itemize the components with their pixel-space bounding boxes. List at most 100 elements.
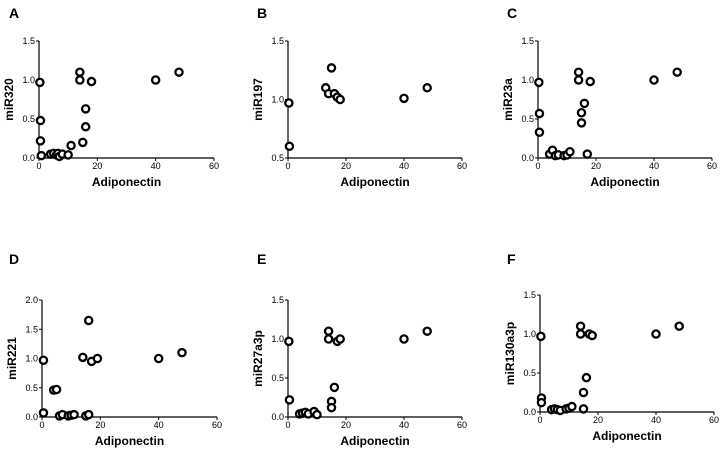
data-point <box>536 331 546 342</box>
x-tick-label: 0 <box>285 420 290 430</box>
data-point <box>66 140 76 151</box>
data-point <box>399 334 409 344</box>
data-point <box>284 336 294 347</box>
x-axis-title: Adiponectin <box>592 429 661 443</box>
data-point <box>83 409 94 420</box>
y-tick-label: 1.0 <box>523 329 536 339</box>
panel-b: B 0.5 1.0 1.5 0 20 40 60 Adiponectin miR197 <box>251 5 467 189</box>
x-axis-title: Adiponectin <box>95 434 164 448</box>
data-point <box>578 387 589 398</box>
panel-letter: A <box>9 5 19 21</box>
y-axis-title: miR23a <box>501 78 515 121</box>
data-point <box>326 402 337 413</box>
y-tick-label: 1.0 <box>271 95 284 105</box>
data-point <box>174 67 184 77</box>
x-tick-label: 20 <box>341 420 351 430</box>
x-tick-label: 40 <box>399 420 409 430</box>
data-point <box>649 75 659 85</box>
data-point <box>35 115 46 126</box>
y-axis-title: miR221 <box>5 337 19 380</box>
panel-d: D 0.0 0.5 1.0 1.5 2.0 0 20 40 60 Adiponectin miR221 <box>5 251 222 448</box>
data-point <box>38 355 49 366</box>
data-point <box>63 150 73 160</box>
data-point <box>284 98 294 108</box>
panel-letter: B <box>257 5 267 21</box>
y-tick-label: 0.0 <box>22 153 35 163</box>
data-point <box>335 334 345 344</box>
data-point <box>150 75 161 85</box>
data-point <box>536 397 547 408</box>
data-point <box>80 104 91 114</box>
x-tick-label: 0 <box>36 161 41 171</box>
y-axis-title: miR27a3p <box>251 330 265 387</box>
y-tick-label: 1.5 <box>271 295 284 305</box>
data-point <box>576 118 587 128</box>
y-tick-label: 1.0 <box>271 334 284 344</box>
data-point <box>575 321 586 331</box>
x-tick-label: 20 <box>591 161 601 171</box>
data-point <box>422 83 432 93</box>
data-point <box>573 67 584 77</box>
panel-letter: C <box>507 5 517 21</box>
panel-c: C 0.0 0.5 1.0 1.5 0 20 40 60 Adiponectin miR23a <box>501 5 717 189</box>
x-tick-label: 40 <box>649 161 659 171</box>
data-point <box>86 76 97 87</box>
panel-letter: F <box>507 251 516 267</box>
x-tick-label: 60 <box>212 420 222 430</box>
x-tick-label: 60 <box>457 161 467 171</box>
y-tick-label: 0.5 <box>22 114 35 124</box>
x-axis-title: Adiponectin <box>590 175 659 189</box>
y-tick-label: 0.5 <box>523 368 536 378</box>
y-tick-label: 1.5 <box>523 290 536 300</box>
data-point <box>329 382 340 393</box>
x-tick-label: 0 <box>285 161 290 171</box>
data-point <box>587 330 597 341</box>
x-axis-title: Adiponectin <box>340 434 409 448</box>
x-tick-label: 20 <box>593 415 603 425</box>
x-tick-label: 40 <box>651 415 661 425</box>
x-tick-label: 0 <box>39 420 44 430</box>
y-tick-label: 1.0 <box>25 354 38 364</box>
data-point <box>567 401 577 412</box>
data-point <box>284 141 295 152</box>
data-point <box>565 147 575 157</box>
y-tick-label: 1.5 <box>271 36 284 46</box>
data-point <box>534 77 544 88</box>
data-point <box>534 127 545 138</box>
y-tick-label: 1.5 <box>25 324 38 334</box>
data-point <box>153 353 164 364</box>
data-point <box>35 77 45 88</box>
data-point <box>585 76 595 87</box>
data-point <box>575 329 586 339</box>
data-point <box>651 329 661 339</box>
data-point <box>83 315 94 326</box>
x-tick-label: 40 <box>154 420 164 430</box>
data-point <box>534 108 545 119</box>
x-tick-label: 60 <box>209 161 219 171</box>
data-point <box>78 137 88 148</box>
x-tick-label: 20 <box>95 420 105 430</box>
x-tick-label: 40 <box>399 161 409 171</box>
data-point <box>422 326 432 336</box>
x-tick-label: 0 <box>535 161 540 171</box>
x-tick-label: 40 <box>151 161 161 171</box>
data-point <box>51 384 62 395</box>
data-point <box>573 75 584 85</box>
y-tick-label: 1.0 <box>521 75 534 85</box>
panel-letter: E <box>257 251 266 267</box>
x-tick-label: 60 <box>707 161 717 171</box>
data-point <box>576 108 587 118</box>
data-point <box>69 409 79 420</box>
y-tick-label: 1.0 <box>22 75 35 85</box>
data-point <box>323 334 334 344</box>
panel-e: E 0.0 0.5 1.0 1.5 0 20 40 60 Adiponectin miR27a3p <box>251 251 467 448</box>
y-tick-label: 2.0 <box>25 295 38 305</box>
data-point <box>38 408 49 418</box>
y-tick-label: 0.5 <box>521 114 534 124</box>
panel-a: A 0.0 0.5 1.0 1.5 0 20 40 60 Adiponectin miR320 <box>2 5 219 189</box>
y-tick-label: 0.0 <box>523 407 536 417</box>
x-tick-label: 60 <box>709 415 719 425</box>
x-tick-label: 0 <box>537 415 542 425</box>
